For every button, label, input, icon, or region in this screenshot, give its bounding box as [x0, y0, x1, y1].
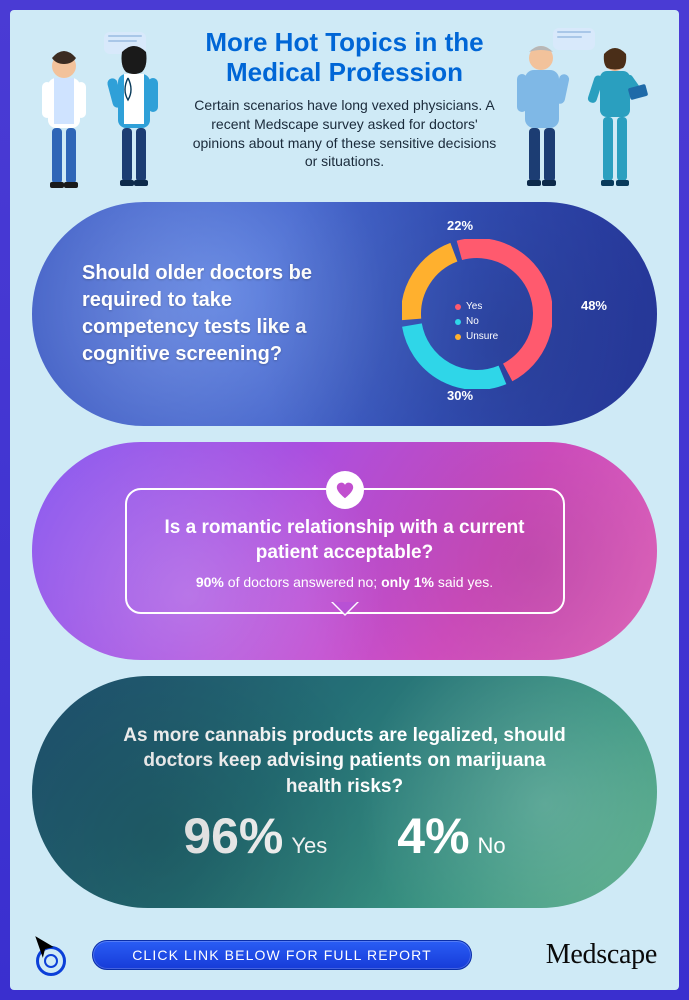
stat-no-label: No — [478, 833, 506, 859]
legend-label: No — [466, 314, 479, 329]
header: More Hot Topics in the Medical Professio… — [32, 28, 657, 188]
legend-dot — [455, 304, 461, 310]
panel1-question: Should older doctors be required to take… — [82, 260, 324, 368]
page: More Hot Topics in the Medical Professio… — [10, 10, 679, 990]
page-title: More Hot Topics in the Medical Professio… — [188, 28, 501, 88]
panel-competency-donut: Should older doctors be required to take… — [32, 202, 657, 426]
stat-yes-label: Yes — [291, 833, 327, 859]
stat-yes-pct: 96% — [183, 811, 283, 861]
panel3-question: As more cannabis products are legalized,… — [115, 723, 575, 800]
outer-frame: More Hot Topics in the Medical Professio… — [0, 0, 689, 1000]
legend-label: Yes — [466, 299, 482, 314]
donut-label-no: 30% — [447, 388, 473, 403]
panel-cannabis-stats: As more cannabis products are legalized,… — [32, 676, 657, 908]
footer: CLICK LINK BELOW FOR FULL REPORT Medscap… — [32, 930, 657, 980]
panel2-answer: 90% of doctors answered no; only 1% said… — [149, 574, 541, 590]
stat-no-pct: 4% — [397, 811, 469, 861]
donut-label-yes: 48% — [581, 298, 607, 313]
heart-icon — [326, 471, 364, 509]
cursor-icon — [32, 934, 74, 976]
hero-text: More Hot Topics in the Medical Professio… — [182, 28, 507, 171]
panel3-stats: 96% Yes 4% No — [183, 811, 505, 861]
panel2-suffix: said yes. — [434, 574, 493, 590]
legend-dot — [455, 334, 461, 340]
legend-dot — [455, 319, 461, 325]
cta-label: CLICK LINK BELOW FOR FULL REPORT — [132, 947, 432, 963]
panel2-pct-yes: only 1% — [381, 574, 434, 590]
doctor-left-a — [32, 48, 104, 188]
speech-bubble: Is a romantic relationship with a curren… — [125, 488, 565, 613]
panel2-question: Is a romantic relationship with a curren… — [149, 516, 541, 565]
legend-label: Unsure — [466, 329, 498, 344]
stat-yes: 96% Yes — [183, 811, 327, 861]
hero-illustration-left — [32, 28, 182, 188]
doctor-left-b — [102, 44, 174, 188]
panel2-pct-no: 90% — [196, 574, 224, 590]
donut-legend: YesNoUnsure — [455, 299, 498, 344]
legend-row: No — [455, 314, 498, 329]
legend-row: Unsure — [455, 329, 498, 344]
page-subtitle: Certain scenarios have long vexed physic… — [188, 96, 501, 172]
panel2-mid: of doctors answered no; — [224, 574, 381, 590]
cta-button[interactable]: CLICK LINK BELOW FOR FULL REPORT — [92, 940, 472, 970]
hero-illustration-right — [507, 28, 657, 188]
stat-no: 4% No — [397, 811, 505, 861]
donut-chart: 22% 48% 30% YesNoUnsure — [347, 214, 607, 414]
doctor-right-a — [507, 38, 581, 188]
legend-row: Yes — [455, 299, 498, 314]
donut-label-unsure: 22% — [447, 218, 473, 233]
panel-romantic-callout: Is a romantic relationship with a curren… — [32, 442, 657, 660]
brand-logo: Medscape — [546, 939, 657, 971]
nurse-right-b — [585, 42, 653, 188]
